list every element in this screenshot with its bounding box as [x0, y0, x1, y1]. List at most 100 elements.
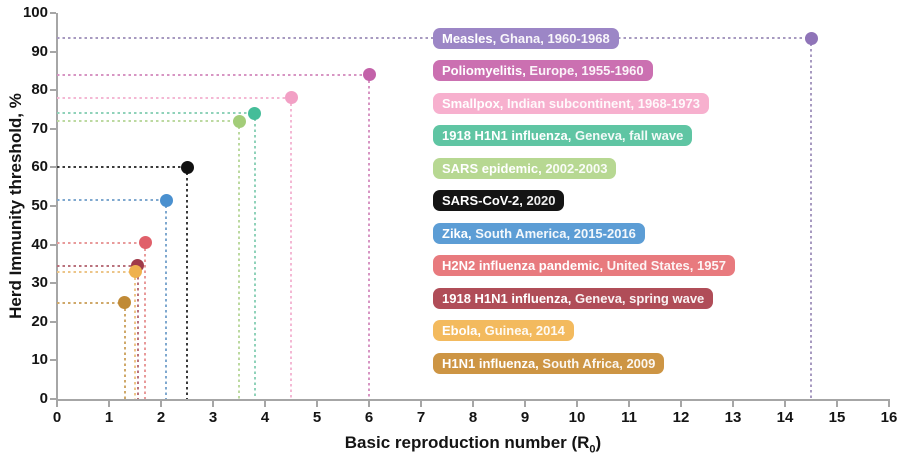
legend-badge-h2n2-1957: H2N2 influenza pandemic, United States, …	[433, 255, 735, 276]
y-axis-tick	[50, 282, 56, 285]
guide-vline-h2n2-1957	[144, 242, 147, 399]
legend-badge-detail: Indian subcontinent, 1968-1973	[507, 95, 700, 111]
guide-hline-h1n1-2009	[57, 301, 125, 304]
x-axis-tick-label: 11	[621, 409, 637, 426]
legend-badge-name: Ebola,	[442, 323, 485, 338]
y-axis-tick	[50, 127, 56, 130]
legend-badge-detail: South Africa, 2009	[542, 355, 656, 371]
y-axis-tick	[50, 359, 56, 362]
y-axis-tick-label: 50	[31, 197, 48, 214]
guide-hline-sars	[57, 120, 239, 123]
legend-badge-name: SARS-CoV-2,	[442, 193, 527, 208]
y-axis-tick-label: 90	[31, 42, 48, 60]
guide-hline-smallpox	[57, 96, 291, 99]
x-axis-line	[56, 399, 890, 401]
data-point-smallpox	[284, 91, 298, 105]
x-axis-tick-label: 7	[416, 409, 426, 426]
x-axis-tick-label: 0	[52, 409, 62, 426]
guide-hline-sars-cov-2	[57, 166, 187, 169]
guide-vline-measles	[810, 38, 812, 399]
data-point-zika	[159, 193, 173, 207]
x-axis-title-suffix: )	[595, 433, 602, 452]
y-axis-tick-label: 80	[31, 81, 48, 99]
legend-badge-zika: Zika, South America, 2015-2016	[433, 222, 645, 244]
x-axis-tick	[576, 401, 578, 407]
guide-vline-sars-cov-2	[186, 167, 188, 399]
legend-badge-detail: South America, 2015-2016	[475, 225, 636, 241]
x-axis-tick	[212, 401, 214, 407]
x-axis-tick	[368, 401, 370, 407]
guide-vline-h1n1-1918-spring	[136, 265, 139, 399]
y-axis-tick-label: 30	[31, 274, 48, 292]
guide-vline-poliomyelitis	[368, 74, 370, 399]
guide-hline-h2n2-1957	[57, 241, 146, 244]
x-axis-tick-label: 3	[208, 409, 218, 426]
legend-badge-detail: Geneva, fall wave	[574, 128, 684, 143]
y-axis-tick	[50, 243, 56, 246]
legend-badge-detail: Geneva, spring wave	[574, 290, 705, 306]
y-axis-tick	[50, 89, 56, 92]
x-axis-tick-label: 8	[468, 409, 478, 426]
data-point-h1n1-2009	[118, 296, 132, 309]
data-point-sars	[232, 114, 246, 128]
x-axis-tick-label: 15	[828, 409, 846, 426]
x-axis-title: Basic reproduction number (R0)	[345, 433, 601, 455]
x-axis-tick	[316, 401, 318, 407]
x-axis-tick	[888, 401, 890, 407]
data-point-ebola	[128, 265, 142, 279]
legend-badge-name: Measles,	[442, 30, 500, 46]
y-axis-tick-label: 0	[39, 390, 48, 407]
legend-badge-h1n1-2009: H1N1 influenza, South Africa, 2009	[433, 352, 665, 374]
legend-badge-name: Smallpox,	[442, 95, 508, 111]
guide-vline-zika	[165, 200, 168, 399]
data-point-measles	[804, 31, 818, 45]
legend-badge-name: Zika,	[442, 225, 476, 241]
legend-badge-poliomyelitis: Poliomyelitis, Europe, 1955-1960	[433, 60, 653, 81]
legend-badge-smallpox: Smallpox, Indian subcontinent, 1968-1973	[433, 92, 709, 114]
x-axis-tick-label: 13	[724, 409, 742, 426]
legend-badge-sars-cov-2: SARS-CoV-2, 2020	[433, 190, 565, 211]
y-axis-line	[56, 13, 58, 401]
guide-vline-sars	[238, 121, 240, 399]
y-axis-tick	[50, 166, 56, 169]
x-axis-tick-label: 4	[260, 409, 270, 426]
legend-badge-detail: Guinea, 2014	[484, 323, 565, 338]
legend-badge-detail: Europe, 1955-1960	[529, 63, 644, 78]
x-axis-tick-label: 12	[672, 409, 690, 426]
y-axis-tick	[50, 12, 56, 14]
y-axis-tick-label: 20	[31, 312, 48, 330]
legend-badge-detail: 2002-2003	[545, 160, 608, 176]
x-axis-tick	[420, 401, 422, 407]
guide-hline-poliomyelitis	[57, 73, 369, 76]
legend-badge-name: 1918 H1N1 influenza,	[442, 290, 575, 306]
y-axis-tick	[50, 50, 56, 53]
x-axis-tick-label: 6	[364, 409, 374, 426]
x-axis-tick-label: 1	[104, 409, 114, 426]
data-point-poliomyelitis	[362, 68, 376, 82]
x-axis-tick-label: 2	[156, 409, 166, 426]
x-axis-tick	[108, 401, 110, 407]
legend-badge-detail: 2020	[526, 193, 556, 208]
legend-badge-name: H2N2 influenza pandemic,	[442, 258, 607, 273]
data-point-h1n1-1918-fall	[248, 106, 262, 120]
legend-badge-detail: Ghana, 1960-1968	[499, 30, 610, 46]
y-axis-tick	[50, 320, 56, 323]
guide-vline-smallpox	[290, 97, 292, 399]
y-axis-tick-label: 70	[31, 119, 48, 137]
x-axis-tick-label: 10	[568, 409, 586, 426]
x-axis-tick-label: 14	[776, 409, 794, 426]
guide-hline-ebola	[57, 270, 135, 273]
x-axis-tick-label: 9	[520, 409, 530, 426]
x-axis-tick	[836, 401, 838, 407]
x-axis-title-text: Basic reproduction number (R	[344, 433, 590, 452]
guide-vline-ebola	[134, 271, 136, 399]
x-axis-tick	[732, 401, 734, 407]
x-axis-tick	[628, 401, 630, 407]
guide-vline-h1n1-2009	[123, 302, 126, 399]
legend-badge-name: H1N1 influenza,	[442, 355, 543, 371]
legend-badge-h1n1-1918-spring: 1918 H1N1 influenza, Geneva, spring wave	[433, 287, 714, 309]
legend-badge-h1n1-1918-fall: 1918 H1N1 influenza, Geneva, fall wave	[433, 125, 693, 146]
legend-badge-name: Poliomyelitis,	[442, 63, 530, 78]
legend-badge-ebola: Ebola, Guinea, 2014	[433, 320, 574, 341]
guide-hline-h1n1-1918-spring	[57, 264, 138, 267]
